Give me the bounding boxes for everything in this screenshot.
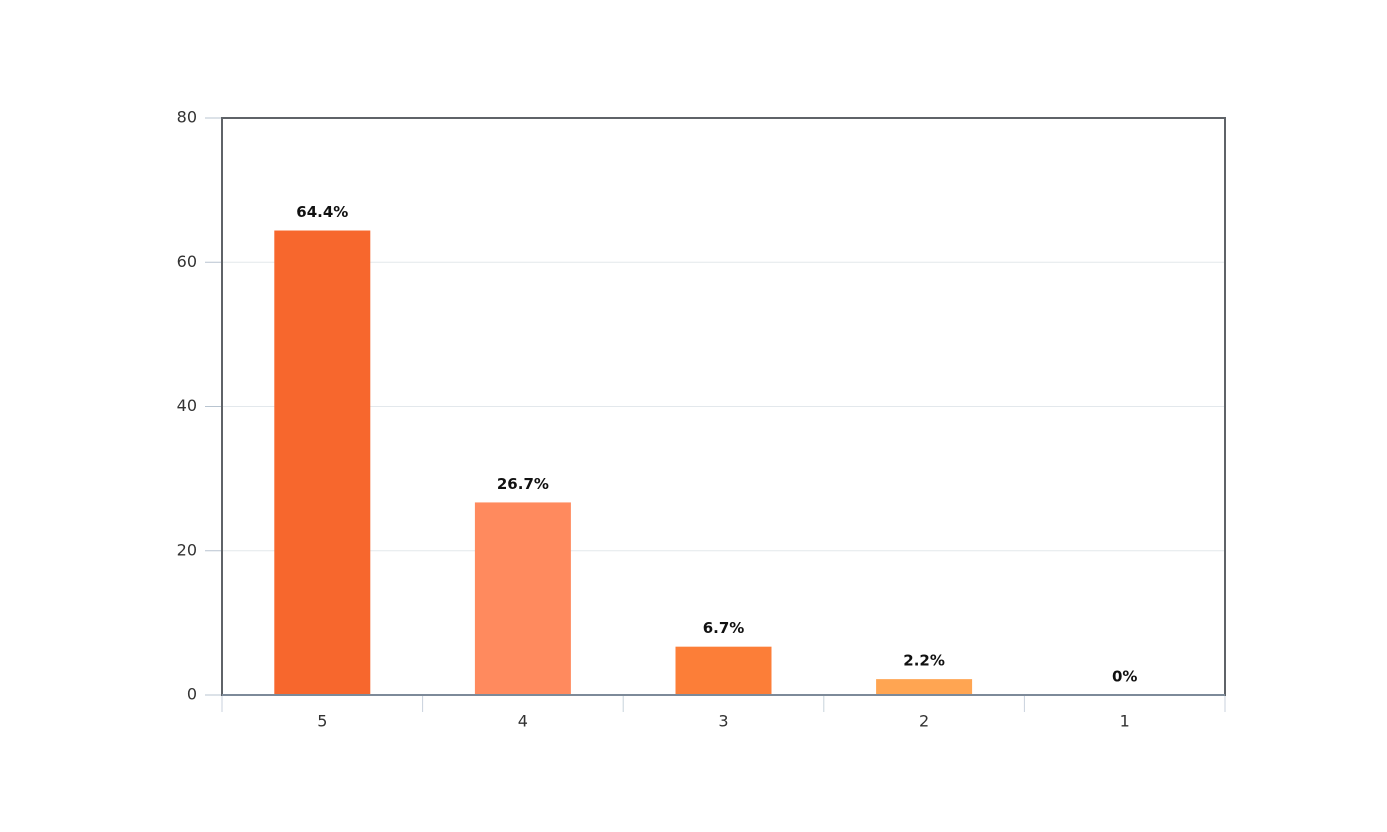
- y-tick-label: 40: [177, 396, 197, 415]
- value-label: 0%: [1112, 668, 1137, 686]
- x-tick-label: 3: [718, 712, 728, 731]
- x-tick-label: 1: [1120, 712, 1130, 731]
- y-tick-label: 0: [187, 685, 197, 704]
- x-tick-label: 2: [919, 712, 929, 731]
- bar: [474, 502, 571, 695]
- x-tick-label: 4: [518, 712, 528, 731]
- x-tick-label: 5: [317, 712, 327, 731]
- bar: [675, 646, 772, 695]
- y-tick-label: 60: [177, 252, 197, 271]
- bar: [876, 679, 973, 695]
- y-tick-label: 20: [177, 540, 197, 559]
- value-label: 64.4%: [296, 203, 348, 221]
- y-tick-label: 80: [177, 108, 197, 127]
- value-label: 6.7%: [703, 619, 745, 637]
- bar: [274, 230, 371, 695]
- value-label: 2.2%: [903, 652, 945, 670]
- value-label: 26.7%: [497, 475, 549, 493]
